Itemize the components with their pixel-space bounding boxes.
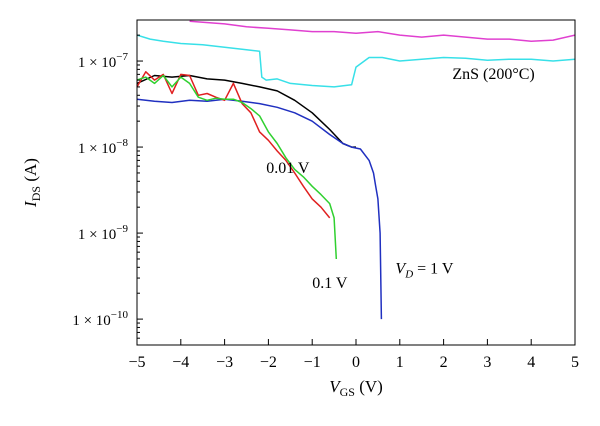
series-line-blue [137, 98, 383, 320]
annotation-v01: 0.1 V [312, 275, 348, 292]
x-tick-label: 0 [352, 354, 360, 371]
x-tick-label: −2 [260, 354, 277, 371]
series-line-red [137, 71, 331, 219]
x-tick-label: −4 [172, 354, 189, 371]
x-tick-label: 5 [571, 354, 579, 371]
x-tick-label: 1 [396, 354, 404, 371]
annotation-v001: 0.01 V [266, 160, 310, 177]
series-line-green [137, 74, 338, 260]
series-line-black [137, 74, 356, 148]
y-axis-title: IDS (A) [21, 158, 43, 208]
x-tick-label: −3 [216, 354, 233, 371]
x-tick-label: 2 [440, 354, 448, 371]
x-tick-label: 3 [483, 354, 491, 371]
y-tick-label: 1 × 10−10 [72, 309, 128, 329]
x-tick-label: −1 [304, 354, 321, 371]
series-line-cyan [137, 34, 575, 88]
ticks-layer [136, 19, 576, 345]
annotation-vd: VD = 1 V [395, 260, 453, 280]
labels-layer: −5 −4 −3 −2 −1 0 1 2 3 4 5 1 × 10−7 1 × 10−8 1 × 10−9… [21, 51, 579, 399]
x-axis-title: VGS (V) [329, 377, 383, 399]
x-tick-label: −5 [128, 354, 145, 371]
y-tick-label: 1 × 10−7 [78, 51, 129, 71]
annotation-zns: ZnS (200°C) [452, 66, 534, 83]
series-layer [137, 20, 575, 320]
y-tick-label: 1 × 10−9 [78, 223, 129, 243]
y-tick-label: 1 × 10−8 [78, 137, 129, 157]
series-line-magenta [189, 20, 575, 42]
x-tick-label: 4 [527, 354, 535, 371]
